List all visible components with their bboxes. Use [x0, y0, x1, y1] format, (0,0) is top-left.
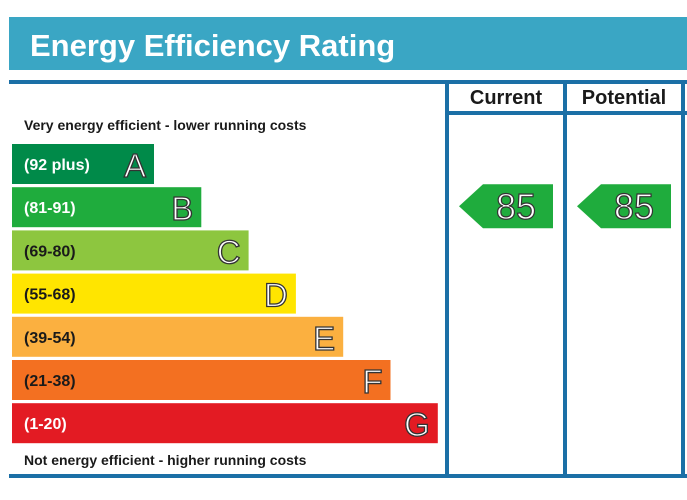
- potential-rating-value: 85: [614, 186, 654, 227]
- column-header-potential: Potential: [582, 87, 666, 109]
- band-b-range: (81-91): [24, 200, 76, 217]
- rating-arrows: 85 85: [459, 184, 671, 229]
- band-f-range: (21-38): [24, 373, 76, 390]
- band-a-letter: A: [124, 147, 146, 184]
- band-g-range: (1-20): [24, 416, 67, 433]
- band-a-bar: [12, 144, 154, 184]
- band-g-bar: [12, 403, 438, 444]
- band-c-bar: [12, 230, 249, 271]
- chart-title: Energy Efficiency Rating: [30, 28, 395, 63]
- current-rating-value: 85: [496, 186, 536, 227]
- band-e-letter: E: [313, 320, 335, 357]
- band-d-range: (55-68): [24, 287, 76, 304]
- header-band: [9, 17, 687, 70]
- band-c-letter: C: [217, 233, 241, 270]
- band-d-bar: [12, 273, 296, 314]
- band-b-letter: B: [171, 190, 193, 227]
- band-d-letter: D: [264, 277, 288, 314]
- band-a-range: (92 plus): [24, 157, 90, 174]
- band-e-bar: [12, 316, 344, 357]
- band-f-bar: [12, 360, 391, 400]
- scale-top-note: Very energy efficient - lower running co…: [24, 117, 307, 133]
- potential-rating-arrow: [577, 184, 671, 229]
- column-header-current: Current: [470, 87, 543, 109]
- rating-bands: (92 plus) A (81-91) B (69-80) C (55-68) D (39-54…: [12, 144, 438, 444]
- current-rating-arrow: [459, 184, 553, 229]
- band-e-range: (39-54): [24, 330, 76, 347]
- band-g-letter: G: [404, 406, 430, 443]
- scale-bottom-note: Not energy efficient - higher running co…: [24, 452, 307, 468]
- band-c-range: (69-80): [24, 243, 76, 260]
- band-b-bar: [12, 187, 202, 228]
- band-f-letter: F: [362, 363, 382, 400]
- table-frame: [9, 80, 687, 478]
